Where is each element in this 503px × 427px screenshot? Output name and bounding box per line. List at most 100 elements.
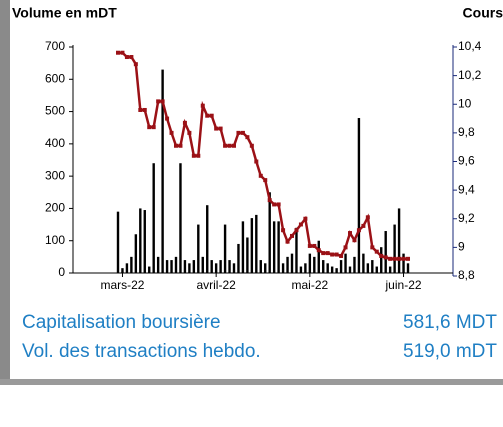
- price-marker: [343, 245, 348, 250]
- bar: [179, 163, 182, 273]
- price-marker: [151, 125, 156, 130]
- bar: [264, 263, 267, 273]
- price-marker: [200, 103, 205, 108]
- price-marker: [356, 228, 361, 233]
- y2-tick-label: 9,4: [458, 182, 475, 196]
- bar: [183, 260, 187, 273]
- bar: [206, 205, 209, 273]
- bar: [255, 214, 258, 273]
- price-marker: [138, 107, 143, 112]
- frame-bottom: [0, 379, 503, 385]
- price-marker: [223, 143, 228, 148]
- price-marker: [339, 253, 344, 258]
- bar: [259, 260, 262, 273]
- y2-tick-label: 9: [458, 240, 465, 254]
- bar: [139, 208, 142, 273]
- price-marker: [303, 216, 308, 221]
- price-marker: [348, 231, 352, 236]
- bar: [223, 224, 227, 273]
- price-marker: [178, 143, 183, 148]
- bar: [174, 256, 178, 273]
- stat-value: 519,0 mDT: [403, 341, 497, 362]
- y2-tick-label: 9,6: [458, 154, 475, 168]
- price-marker: [218, 126, 223, 131]
- y2-tick-label: 10,4: [458, 39, 482, 53]
- bar: [406, 263, 410, 273]
- y2-axis-title: Cours: [463, 5, 503, 21]
- price-marker: [276, 202, 281, 207]
- y-tick-label: 200: [45, 201, 65, 215]
- price-marker: [281, 228, 286, 233]
- y-tick-label: 700: [45, 39, 65, 53]
- price-marker: [374, 249, 379, 254]
- price-marker: [392, 256, 397, 261]
- price-marker: [156, 99, 161, 104]
- bar: [339, 260, 343, 273]
- price-marker: [116, 50, 120, 55]
- price-marker: [383, 255, 388, 260]
- price-marker: [209, 113, 214, 118]
- price-marker: [147, 125, 152, 130]
- bar: [143, 210, 146, 273]
- bar: [281, 263, 285, 273]
- bar: [210, 260, 213, 273]
- y2-tick-label: 10,2: [458, 68, 482, 82]
- stat-value: 581,6 MDT: [403, 312, 497, 333]
- bar: [388, 266, 392, 273]
- price-marker: [214, 126, 219, 131]
- bar: [335, 268, 338, 273]
- price-marker: [124, 55, 129, 60]
- bar: [134, 234, 138, 273]
- price-marker: [298, 222, 303, 227]
- bar: [375, 266, 378, 273]
- price-marker: [227, 143, 232, 148]
- price-marker: [240, 130, 245, 135]
- y-tick-label: 100: [45, 233, 65, 247]
- bar: [304, 263, 307, 273]
- bar: [326, 263, 329, 273]
- price-marker: [254, 159, 259, 164]
- bar: [357, 118, 361, 274]
- price-marker: [258, 173, 263, 178]
- bar: [192, 260, 196, 273]
- bar: [353, 256, 356, 273]
- price-marker: [196, 153, 201, 158]
- price-marker: [370, 245, 375, 250]
- bar: [344, 253, 347, 273]
- x-tick-label: juin-22: [385, 278, 422, 292]
- price-marker: [272, 202, 277, 207]
- price-marker: [263, 178, 268, 183]
- y2-tick-label: 9,8: [458, 125, 475, 139]
- price-marker: [160, 99, 165, 104]
- bar: [161, 69, 164, 273]
- bar: [201, 256, 204, 273]
- x-tick-label: avril-22: [196, 278, 236, 292]
- price-marker: [142, 107, 147, 112]
- price-marker: [187, 130, 192, 135]
- bar: [366, 263, 370, 273]
- bar: [246, 237, 249, 273]
- price-marker: [388, 256, 393, 261]
- price-marker: [267, 198, 272, 203]
- bar: [362, 253, 365, 273]
- bar: [348, 266, 352, 273]
- bar: [384, 231, 387, 273]
- bar: [219, 260, 222, 273]
- price-marker: [321, 251, 326, 256]
- bar: [272, 221, 276, 273]
- bar: [232, 263, 236, 273]
- bar: [322, 260, 325, 273]
- bar: [402, 253, 405, 273]
- price-marker: [352, 238, 357, 243]
- price-marker: [232, 143, 236, 148]
- price-marker: [334, 252, 339, 257]
- bar: [237, 243, 240, 273]
- bar: [188, 263, 191, 273]
- y-tick-label: 0: [58, 265, 65, 279]
- bar: [214, 263, 218, 273]
- bar: [371, 260, 374, 273]
- bar: [125, 263, 129, 273]
- y-tick-label: 400: [45, 136, 65, 150]
- y2-tick-label: 9,2: [458, 211, 475, 225]
